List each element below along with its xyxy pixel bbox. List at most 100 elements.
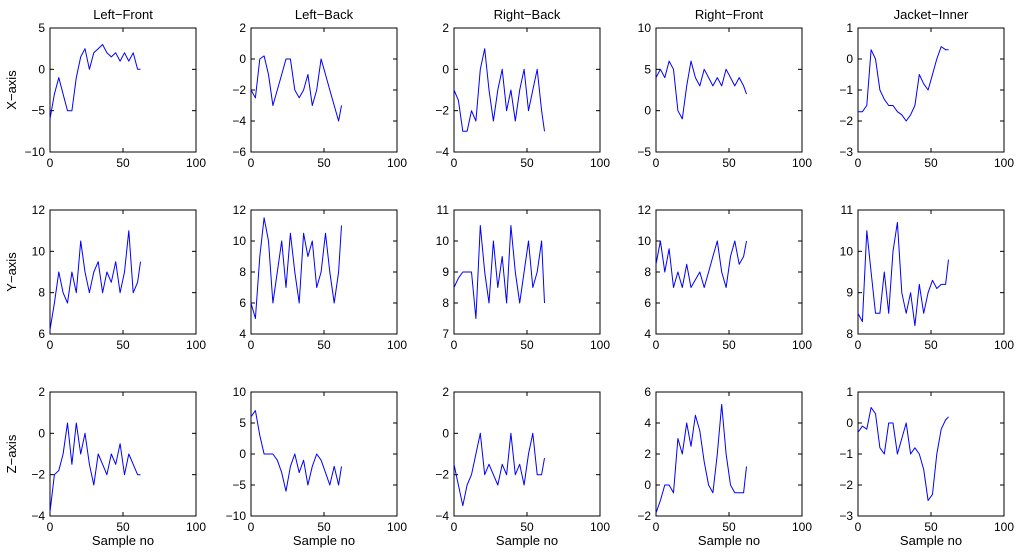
x-axis-label: Sample no [496,533,558,548]
y-tick-label: 10 [233,385,247,399]
subplot-r1-c4: 0 50 100 8 9 10 11 [840,203,1015,352]
x-axis-label: Sample no [698,533,760,548]
x-tick-label: 0 [248,338,255,352]
y-tick-label: −10 [226,509,247,523]
plot-frame [655,27,803,153]
panel-title: Right−Back [494,7,561,22]
series-line [49,422,141,512]
y-tick-label: 0 [644,104,651,118]
x-tick-label: 100 [387,338,407,352]
y-tick-label: 6 [239,296,246,310]
plot-frame [250,209,398,335]
y-tick-label: 2 [644,447,651,461]
y-tick-label: −2 [839,478,853,492]
series-line [857,221,949,327]
y-tick-label: −2 [637,509,651,523]
series-line [453,48,545,132]
y-tick-label: −2 [435,104,449,118]
x-axis-label: Sample no [92,533,154,548]
series-line [49,44,141,119]
y-tick-label: −2 [839,114,853,128]
x-tick-label: 100 [590,338,610,352]
subplot-r2-c1: 0 50 100 −10 −5 0 5 10 Sample no [226,385,408,548]
x-tick-label: 0 [855,520,862,534]
x-tick-label: 100 [994,156,1014,170]
y-tick-label: −1 [839,447,853,461]
y-tick-label: 1 [846,21,853,35]
subplot-r2-c4: 0 50 100 −3 −2 −1 0 1 Sample no [839,385,1014,548]
x-tick-label: 50 [520,338,534,352]
x-axis-label: Sample no [900,533,962,548]
y-tick-label: 12 [233,203,247,217]
plot-frame [49,27,197,153]
y-tick-label: 7 [442,327,449,341]
plot-frame [453,27,601,153]
subplot-r0-c1: 0 50 100 −6 −4 −2 0 2 Left−Back [232,7,407,170]
x-tick-label: 100 [387,520,407,534]
x-tick-label: 0 [451,520,458,534]
y-tick-label: 0 [442,426,449,440]
y-tick-label: 0 [846,52,853,66]
y-tick-label: 10 [638,234,652,248]
x-tick-label: 100 [186,338,206,352]
subplot-r0-c0: 0 50 100 −10 −5 0 5 Left−Front X−axis [4,7,206,170]
x-tick-label: 50 [924,520,938,534]
panel-title: Left−Back [295,7,354,22]
series-line [250,55,342,122]
panel-title: Right−Front [695,7,764,22]
y-tick-label: 11 [437,203,450,217]
y-tick-label: −2 [435,468,449,482]
x-tick-label: 100 [792,338,812,352]
y-tick-label: 6 [644,385,651,399]
y-tick-label: 0 [442,62,449,76]
x-tick-label: 100 [590,156,610,170]
subplot-r0-c2: 0 50 100 −4 −2 0 2 Right−Back [435,7,610,170]
x-tick-label: 100 [792,156,812,170]
x-tick-label: 0 [855,338,862,352]
x-tick-label: 50 [317,520,331,534]
y-tick-label: 10 [840,244,854,258]
y-tick-label: −4 [31,509,45,523]
y-tick-label: 2 [442,21,449,35]
plot-frame [250,27,398,153]
x-tick-label: 0 [653,338,660,352]
x-tick-label: 50 [317,338,331,352]
y-tick-label: 0 [38,426,45,440]
panel-title: Left−Front [93,7,153,22]
series-line [453,225,545,319]
y-tick-label: 2 [38,385,45,399]
y-tick-label: −4 [435,509,449,523]
x-tick-label: 50 [924,338,938,352]
y-tick-label: 9 [846,286,853,300]
y-tick-label: 10 [32,244,46,258]
y-tick-label: −1 [839,83,853,97]
subplot-r2-c2: 0 50 100 −4 −2 0 2 Sample no [435,385,610,548]
y-tick-label: 5 [239,416,246,430]
x-tick-label: 0 [653,520,660,534]
series-line [655,240,747,288]
x-tick-label: 50 [116,338,130,352]
x-tick-label: 0 [653,156,660,170]
x-tick-label: 0 [248,156,255,170]
series-line [655,60,747,120]
x-tick-label: 50 [722,338,736,352]
x-tick-label: 0 [451,156,458,170]
y-tick-label: −6 [232,145,246,159]
plot-frame [49,391,197,517]
y-tick-label: 8 [442,296,449,310]
y-tick-label: 0 [846,416,853,430]
x-tick-label: 50 [116,156,130,170]
y-tick-label: 10 [436,234,450,248]
y-tick-label: 4 [239,327,246,341]
y-tick-label: −3 [839,145,853,159]
subplot-r1-c1: 0 50 100 4 6 8 10 12 [233,203,408,352]
subplot-r0-c4: 0 50 100 −3 −2 −1 0 1 Jacket−Inner [839,7,1014,170]
panel-title: Jacket−Inner [894,7,969,22]
series-line [858,46,949,122]
y-tick-label: 6 [38,327,45,341]
y-tick-label: 8 [644,265,651,279]
y-tick-label: 2 [442,385,449,399]
x-tick-label: 50 [722,520,736,534]
